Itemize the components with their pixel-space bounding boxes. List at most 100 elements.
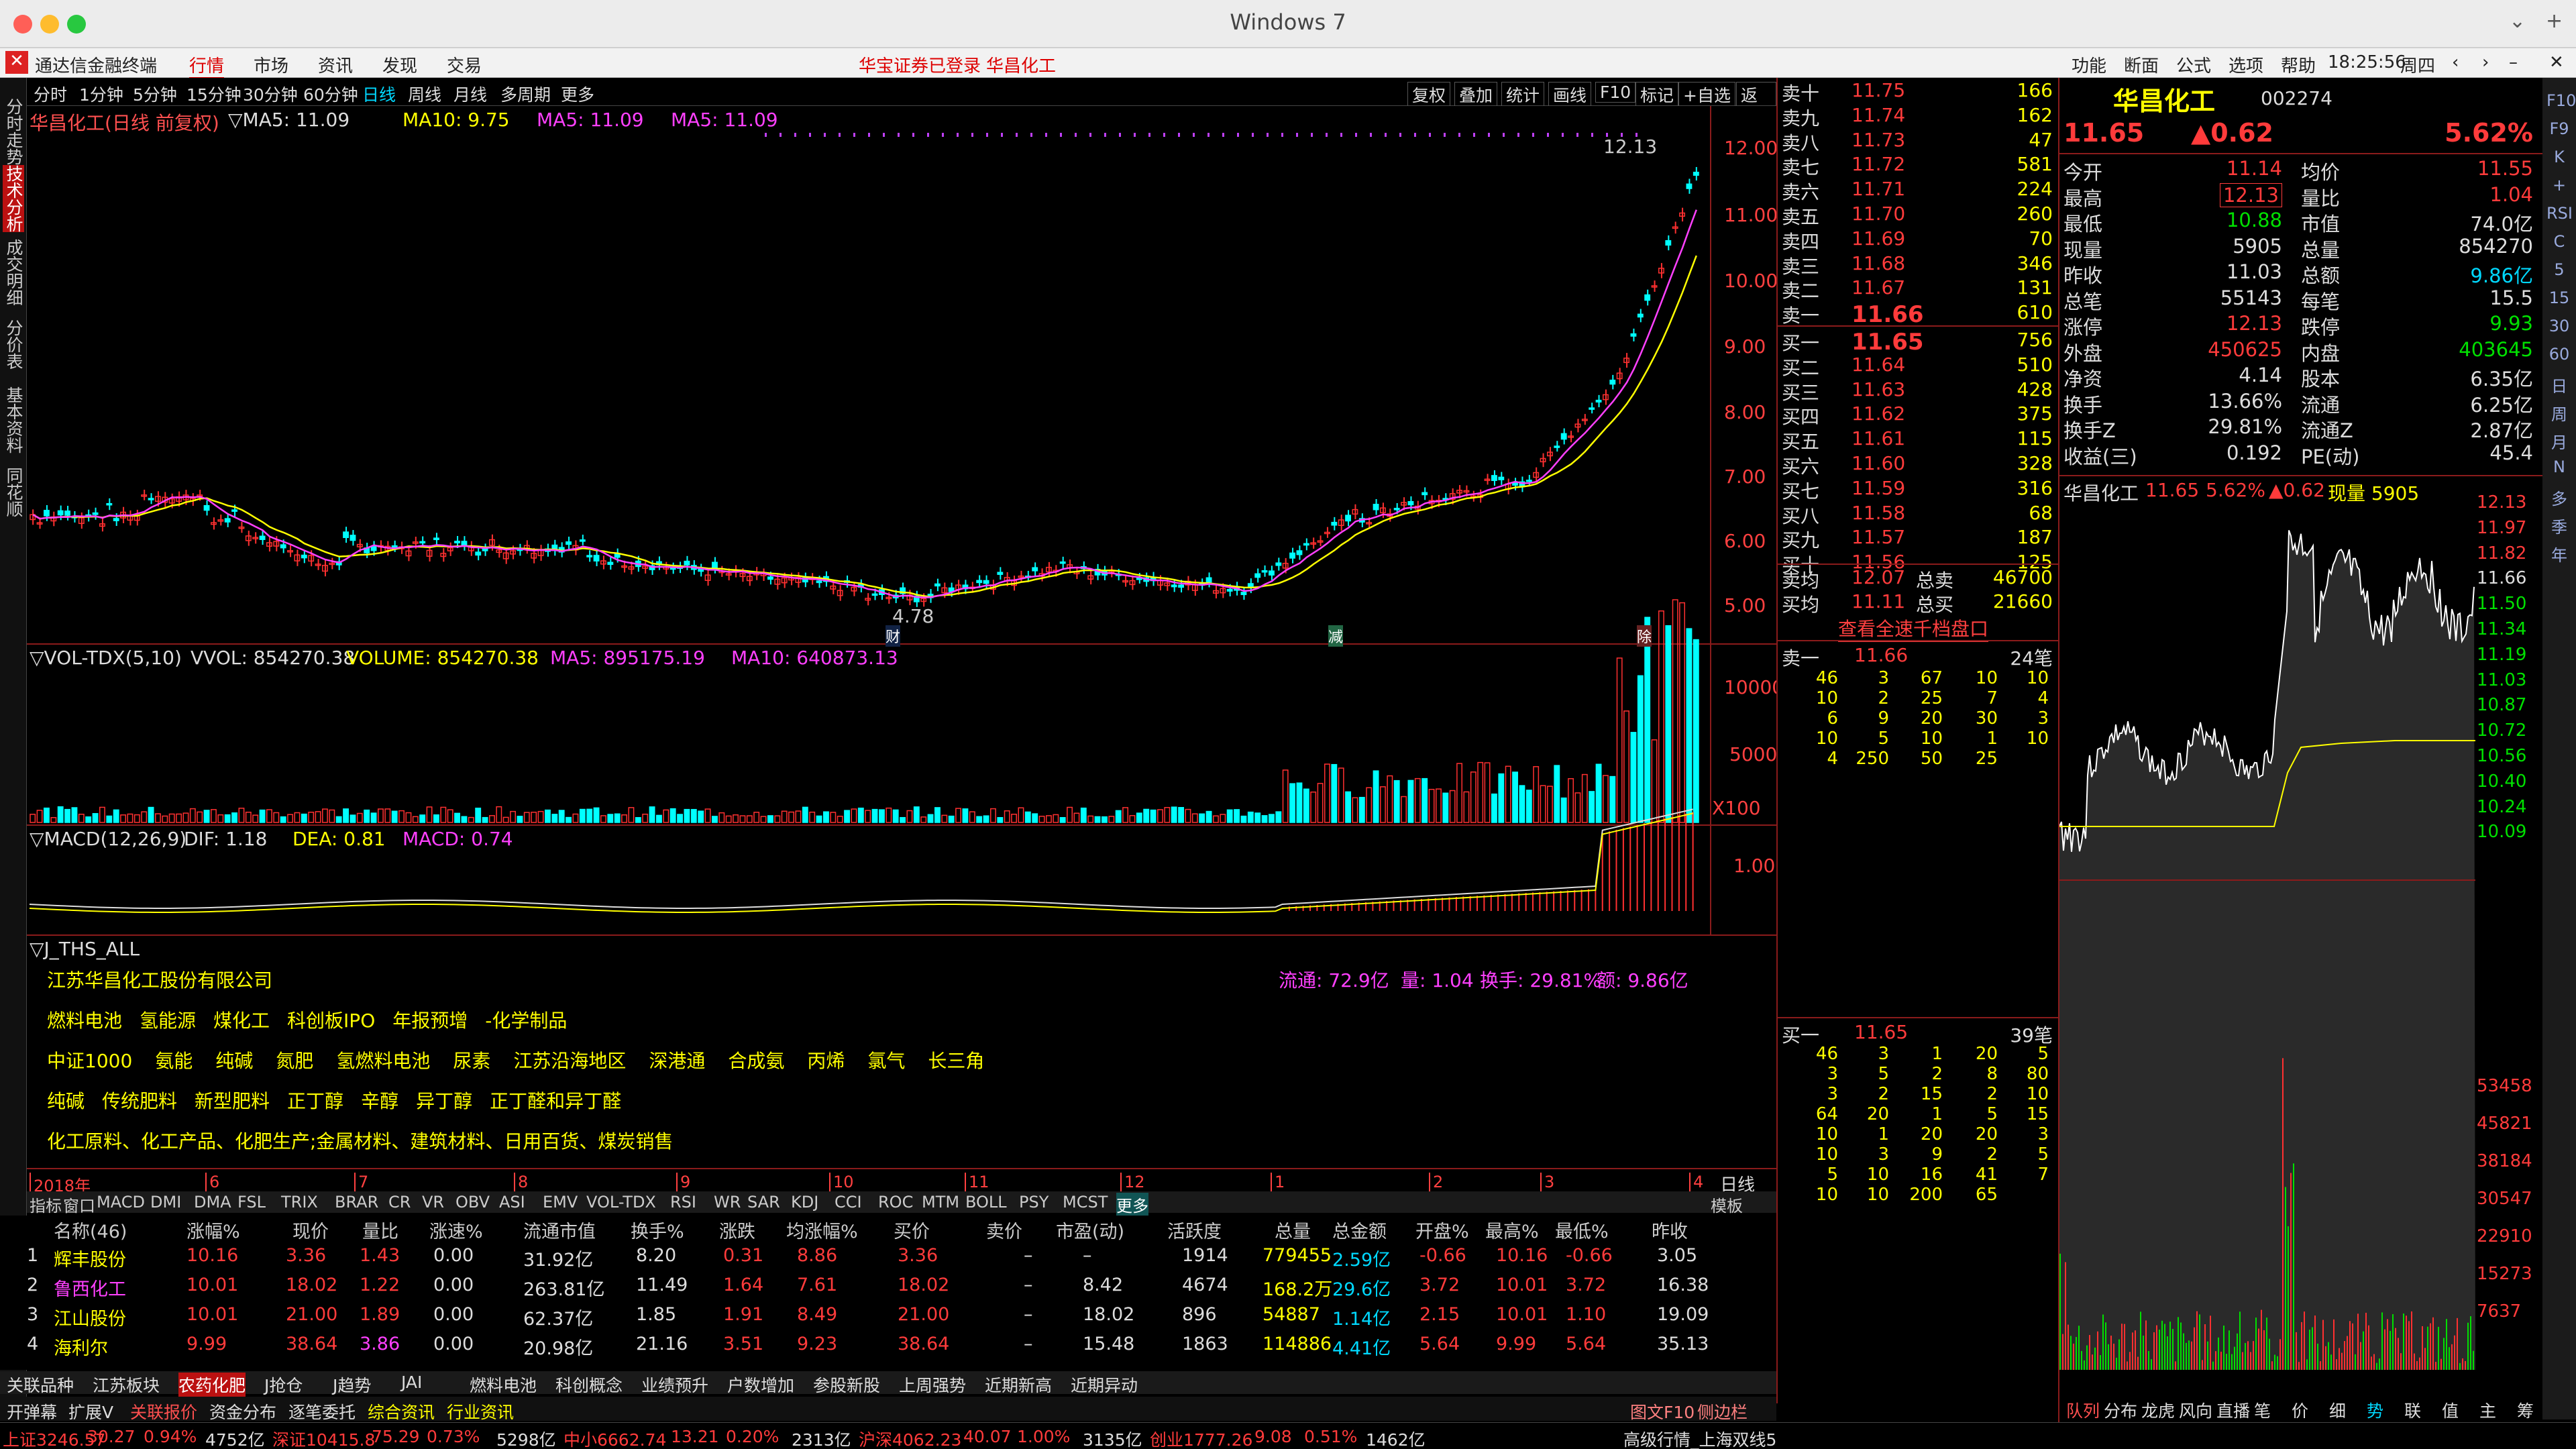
menu-item-news[interactable]: 资讯	[318, 56, 354, 76]
indicator-tab-13[interactable]: VOL-TDX	[586, 1193, 656, 1212]
period-1min[interactable]: 1分钟	[79, 85, 123, 105]
period-intraday[interactable]: 分时	[34, 85, 68, 105]
toolbar-icon-9[interactable]: 60	[2548, 345, 2570, 364]
period-more[interactable]: 更多	[561, 85, 595, 105]
concept-tag[interactable]: 科创板IPO	[287, 1010, 376, 1032]
table-header[interactable]: 流通市值	[523, 1222, 596, 1242]
menu-item-function[interactable]: 功能	[2072, 56, 2107, 76]
book-price[interactable]: 11.73	[1851, 128, 1906, 151]
tool-stats[interactable]: 统计	[1501, 82, 1545, 107]
quote-tab-1[interactable]: 分布	[2104, 1401, 2138, 1421]
menu-item-options[interactable]: 选项	[2229, 56, 2264, 76]
bottom-tab-3[interactable]: 资金分布	[209, 1403, 277, 1422]
concept-tag[interactable]: 深港通	[649, 1050, 706, 1072]
indicator-tab-22[interactable]: PSY	[1019, 1193, 1049, 1212]
status-feed[interactable]: 高级行情_上海双线5	[1623, 1430, 1777, 1449]
event-marker[interactable]: 财	[885, 625, 901, 647]
indicator-tab-1[interactable]: 窗口	[63, 1197, 95, 1216]
table-header[interactable]: 换手%	[631, 1222, 684, 1242]
indicator-tab-12[interactable]: EMV	[543, 1193, 578, 1212]
table-header[interactable]: 最高%	[1485, 1222, 1539, 1242]
quote-tab-0[interactable]: 队列	[2066, 1401, 2100, 1421]
book-price[interactable]: 11.70	[1851, 203, 1906, 225]
close-window-icon[interactable]	[13, 15, 32, 34]
bottom-tab-2[interactable]: 关联报价	[130, 1403, 198, 1422]
menu-item-trade[interactable]: 交易	[447, 56, 482, 76]
toolbar-icon-13[interactable]: N	[2553, 458, 2565, 476]
quote-tab-2[interactable]: 龙虎	[2141, 1401, 2176, 1421]
toolbar-icon-6[interactable]: 5	[2554, 260, 2565, 279]
book-price[interactable]: 11.62	[1851, 402, 1906, 425]
book-price[interactable]: 11.58	[1851, 501, 1906, 524]
minimize-window-icon[interactable]	[40, 15, 59, 34]
concept-tag[interactable]: 异丁醇	[416, 1090, 473, 1112]
quote-tab-11[interactable]: 主	[2479, 1401, 2497, 1421]
block-tab-7[interactable]: 科创概念	[555, 1376, 623, 1395]
concept-tag[interactable]: 煤化工	[213, 1010, 270, 1032]
quote-tab-8[interactable]: 势	[2367, 1401, 2384, 1421]
table-header[interactable]: 涨速%	[429, 1222, 483, 1242]
toolbar-icon-16[interactable]: 年	[2551, 546, 2567, 565]
quote-tab-6[interactable]: 价	[2292, 1401, 2309, 1421]
indicator-tab-18[interactable]: CCI	[835, 1193, 862, 1212]
block-tab-3[interactable]: J抢仓	[264, 1376, 303, 1395]
indicator-tab-23[interactable]: MCST	[1063, 1193, 1108, 1212]
book-price[interactable]: 11.59	[1851, 476, 1906, 499]
tool-mark[interactable]: 标记	[1635, 82, 1679, 107]
block-tab-10[interactable]: 参股新股	[813, 1376, 881, 1395]
indicator-tab-0[interactable]: 指标	[30, 1197, 62, 1216]
period-monthly[interactable]: 月线	[453, 85, 488, 105]
concept-tag[interactable]: 氨能	[155, 1050, 193, 1072]
table-cell[interactable]: 鲁西化工	[54, 1279, 126, 1300]
table-header[interactable]: 总金额	[1332, 1222, 1387, 1242]
indicator-tab-8[interactable]: CR	[388, 1193, 411, 1212]
concept-tag[interactable]: 新型肥料	[195, 1090, 270, 1112]
table-header[interactable]: 量比	[362, 1222, 398, 1242]
event-marker[interactable]: 除	[1637, 625, 1652, 647]
menu-item-market[interactable]: 市场	[254, 56, 289, 76]
block-tab-13[interactable]: 近期异动	[1071, 1376, 1138, 1395]
indicator-tab-21[interactable]: BOLL	[965, 1193, 1007, 1212]
quote-tab-12[interactable]: 筹	[2517, 1401, 2534, 1421]
book-price[interactable]: 11.66	[1851, 301, 1924, 329]
concept-tag[interactable]: 氢能源	[140, 1010, 197, 1032]
indicator-tab-16[interactable]: SAR	[747, 1193, 780, 1212]
block-tab-6[interactable]: 燃料电池	[470, 1376, 537, 1395]
book-price[interactable]: 11.67	[1851, 276, 1906, 299]
toolbar-icon-12[interactable]: 月	[2551, 433, 2567, 452]
indicator-tab-15[interactable]: WR	[714, 1193, 741, 1212]
side-tab-price-table[interactable]: 分价表	[4, 319, 23, 370]
bottom-tab-1[interactable]: 扩展V	[68, 1403, 114, 1422]
period-multi[interactable]: 多周期	[500, 85, 551, 105]
indicator-tab-24[interactable]: 更多	[1116, 1193, 1148, 1216]
toolbar-icon-3[interactable]: +	[2552, 176, 2567, 195]
side-tab-ticks[interactable]: 成交明细	[4, 239, 23, 306]
concept-tag[interactable]: 长三角	[928, 1050, 985, 1072]
quote-tab-4[interactable]: 直播	[2216, 1401, 2251, 1421]
book-price[interactable]: 11.68	[1851, 252, 1906, 274]
period-60min[interactable]: 60分钟	[303, 85, 358, 105]
book-price[interactable]: 11.63	[1851, 378, 1906, 400]
concept-tag[interactable]: -化学制品	[485, 1010, 568, 1032]
concept-tag[interactable]: 辛醇	[361, 1090, 399, 1112]
chevron-down-icon[interactable]: ⌄	[2509, 9, 2526, 33]
period-daily[interactable]: 日线	[362, 85, 396, 105]
side-tab-ths[interactable]: 同花顺	[4, 467, 23, 517]
quote-tab-5[interactable]: 笔	[2254, 1401, 2271, 1421]
toolbar-icon-11[interactable]: 周	[2551, 405, 2567, 424]
concept-tag[interactable]: 传统肥料	[102, 1090, 178, 1112]
table-header[interactable]: 现价	[292, 1222, 329, 1242]
bottom-tab-6[interactable]: 行业资讯	[447, 1403, 515, 1422]
book-price[interactable]: 11.72	[1851, 153, 1906, 176]
concept-tag[interactable]: 年报预增	[392, 1010, 468, 1032]
block-tab-11[interactable]: 上周强势	[899, 1376, 967, 1395]
book-price[interactable]: 11.61	[1851, 427, 1906, 450]
book-price[interactable]: 11.69	[1851, 227, 1906, 250]
back-icon[interactable]: ‹	[2452, 52, 2459, 72]
indicator-tab-6[interactable]: TRIX	[281, 1193, 318, 1212]
side-tab-profile[interactable]: 基本资料	[4, 386, 23, 453]
menu-item-section[interactable]: 断面	[2124, 56, 2159, 76]
table-header[interactable]: 市盈(动)	[1056, 1222, 1125, 1242]
status-f10[interactable]: 图文F10	[1630, 1403, 1695, 1422]
block-tab-2[interactable]: 农药化肥	[178, 1373, 246, 1397]
